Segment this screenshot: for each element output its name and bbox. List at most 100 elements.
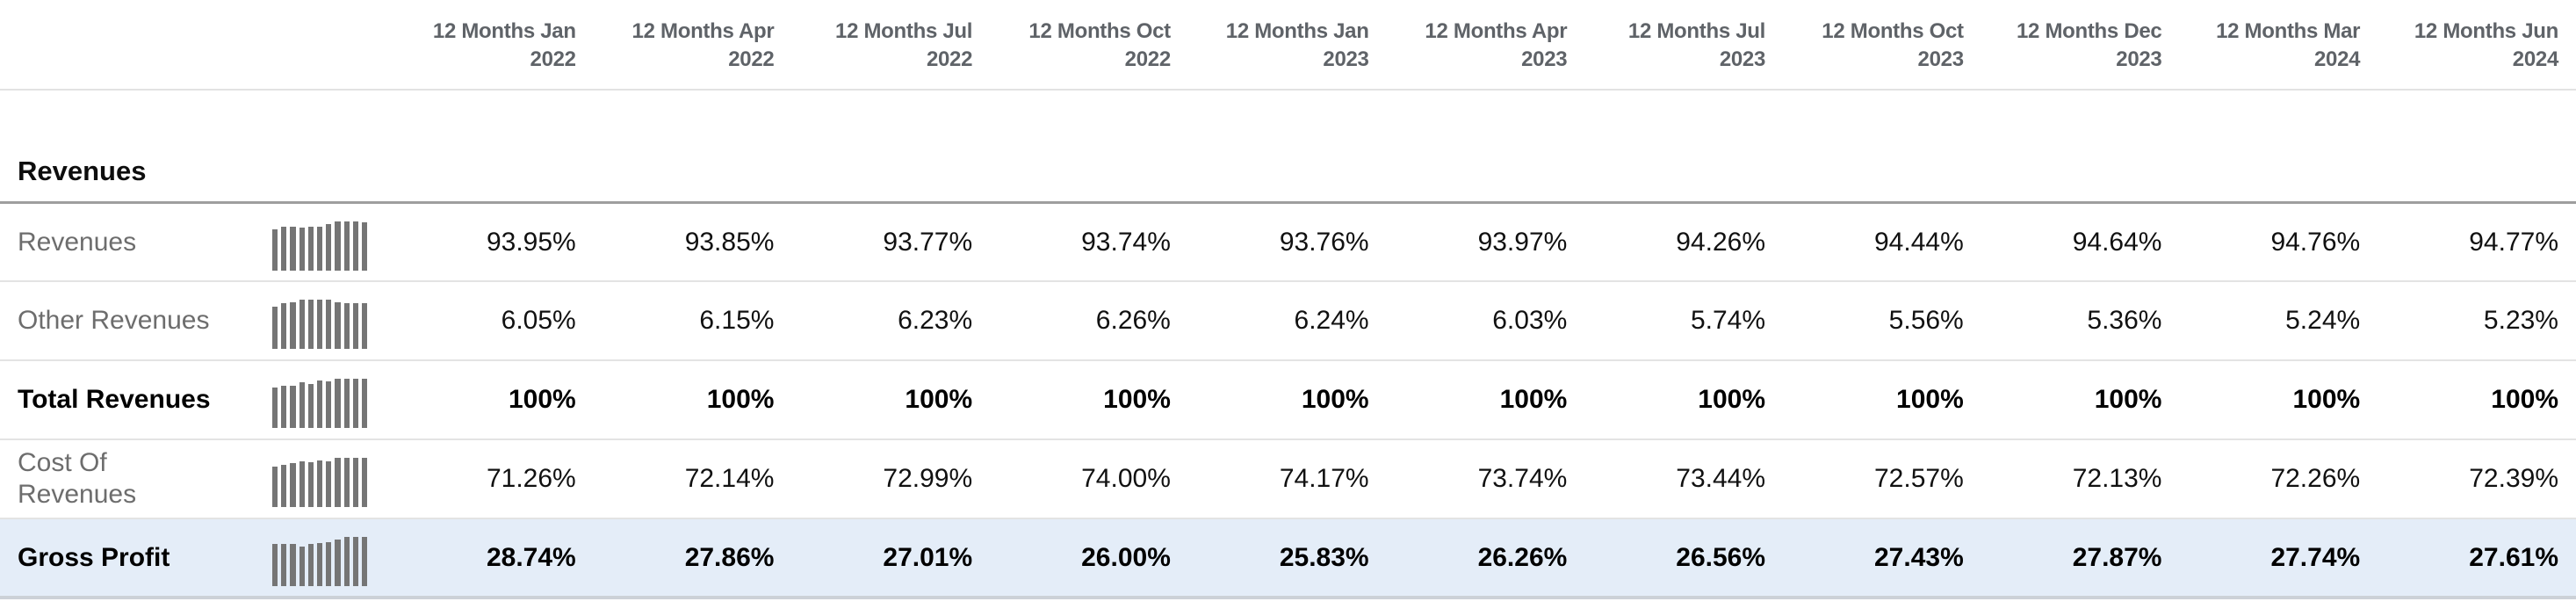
value-cell: 73.74% bbox=[1477, 464, 1568, 494]
sparkline-bar bbox=[281, 465, 287, 508]
sparkline-bar bbox=[272, 388, 278, 429]
period-year: 2022 bbox=[1124, 47, 1172, 72]
period-label: 12 Months Jul bbox=[1627, 19, 1766, 43]
sparkline-bar bbox=[272, 307, 278, 350]
sparkline-bar bbox=[299, 382, 305, 429]
value-cell: 94.64% bbox=[2072, 227, 2162, 257]
period-label: 12 Months Jun bbox=[2414, 19, 2558, 43]
period-year: 2023 bbox=[1521, 47, 1568, 72]
sparkline-bar bbox=[326, 461, 332, 508]
value-cell: 5.74% bbox=[1690, 306, 1766, 336]
sparkline-bar bbox=[307, 300, 314, 350]
sparkline-bar bbox=[326, 300, 332, 350]
value-cell: 25.83% bbox=[1279, 542, 1369, 572]
period-column-header: 12 Months Jul 2022 bbox=[791, 0, 991, 91]
sparkline-bar bbox=[361, 221, 368, 271]
trend-sparkline[interactable] bbox=[272, 458, 368, 508]
sparkline-bar bbox=[290, 302, 296, 350]
period-year: 2023 bbox=[1917, 47, 1965, 72]
value-cell: 100% bbox=[1698, 385, 1766, 415]
period-column-header: 12 Months Jun 2024 bbox=[2378, 0, 2576, 91]
table-row-total-revenues[interactable]: Total Revenues 100% 100% 100% 100% 100% 100% 10… bbox=[0, 360, 2576, 439]
sparkline-bar bbox=[335, 539, 341, 586]
period-year: 2022 bbox=[728, 47, 775, 72]
period-label: 12 Months Oct bbox=[1822, 19, 1964, 43]
value-cell: 71.26% bbox=[486, 464, 576, 494]
period-year: 2023 bbox=[2116, 47, 2162, 72]
sparkline-bar bbox=[361, 536, 368, 586]
sparkline-header-spacer bbox=[220, 0, 395, 91]
period-column-header: 12 Months Apr 2023 bbox=[1386, 0, 1585, 91]
period-column-header: 12 Months Dec 2023 bbox=[1981, 0, 2180, 91]
value-cell: 72.14% bbox=[684, 464, 775, 494]
sparkline-bar bbox=[290, 463, 296, 508]
period-column-header: 12 Months Apr 2022 bbox=[593, 0, 792, 91]
sparkline-bar bbox=[272, 467, 278, 508]
table-row-other-revenues[interactable]: Other Revenues 6.05% 6.15% 6.23% 6.26% 6.24% 6… bbox=[0, 281, 2576, 360]
sparkline-bar bbox=[290, 543, 296, 586]
trend-sparkline[interactable] bbox=[272, 536, 368, 586]
value-cell: 6.26% bbox=[1095, 306, 1171, 336]
value-cell: 100% bbox=[508, 385, 576, 415]
period-label: 12 Months Jul bbox=[835, 19, 973, 43]
sparkline-bar bbox=[352, 303, 358, 350]
value-cell: 72.57% bbox=[1874, 464, 1964, 494]
value-cell: 100% bbox=[2292, 385, 2361, 415]
sparkline-bar bbox=[343, 303, 350, 350]
period-year: 2024 bbox=[2512, 47, 2559, 72]
table-row-cost-of-revenues[interactable]: Cost Of Revenues 71.26% 72.14% 72.99% 74.00%… bbox=[0, 439, 2576, 518]
sparkline-bar bbox=[316, 300, 323, 350]
value-cell: 6.05% bbox=[501, 306, 576, 336]
period-label: 12 Months Apr bbox=[1425, 19, 1568, 43]
value-cell: 93.95% bbox=[486, 227, 576, 257]
value-cell: 26.00% bbox=[1081, 542, 1171, 572]
sparkline-bar bbox=[299, 546, 305, 586]
period-column-header: 12 Months Jan 2023 bbox=[1187, 0, 1387, 91]
sparkline-bar bbox=[335, 379, 341, 429]
table-row-revenues[interactable]: Revenues 93.95% 93.85% 93.77% 93.74% 93.76% 93… bbox=[0, 202, 2576, 281]
period-column-header: 12 Months Jul 2023 bbox=[1584, 0, 1784, 91]
period-year: 2024 bbox=[2313, 47, 2361, 72]
sparkline-bar bbox=[299, 227, 305, 271]
sparkline-bar bbox=[299, 461, 305, 508]
value-cell: 5.23% bbox=[2483, 306, 2558, 336]
sparkline-bar bbox=[352, 221, 358, 271]
value-cell: 93.77% bbox=[883, 227, 973, 257]
sparkline-cell bbox=[220, 360, 395, 439]
period-year: 2022 bbox=[530, 47, 577, 72]
trend-sparkline[interactable] bbox=[272, 300, 368, 350]
sparkline-bar bbox=[361, 458, 368, 508]
sparkline-bar bbox=[352, 458, 358, 508]
common-size-statement-table: 12 Months Jan 2022 12 Months Apr 2022 12 Mon… bbox=[0, 0, 2576, 600]
period-header-row: 12 Months Jan 2022 12 Months Apr 2022 12 Mon… bbox=[0, 0, 2576, 91]
section-cell: Revenues bbox=[0, 89, 2576, 204]
sparkline-bar bbox=[272, 543, 278, 586]
period-label: 12 Months Jan bbox=[432, 19, 576, 43]
sparkline-bar bbox=[326, 541, 332, 586]
value-cell: 6.24% bbox=[1294, 306, 1369, 336]
value-cell: 94.44% bbox=[1874, 227, 1964, 257]
sparkline-bar bbox=[290, 226, 296, 271]
trend-sparkline[interactable] bbox=[272, 379, 368, 429]
sparkline-bar bbox=[352, 536, 358, 586]
value-cell: 72.26% bbox=[2270, 464, 2361, 494]
table-row-gross-profit[interactable]: Gross Profit 28.74% 27.86% 27.01% 26.00% 25.8… bbox=[0, 518, 2576, 598]
trend-sparkline[interactable] bbox=[272, 221, 368, 271]
sparkline-bar bbox=[281, 226, 287, 271]
sparkline-bar bbox=[343, 221, 350, 271]
sparkline-cell bbox=[220, 439, 395, 518]
value-cell: 26.56% bbox=[1676, 542, 1766, 572]
sparkline-bar bbox=[307, 543, 314, 586]
section-row-revenues: Revenues bbox=[0, 89, 2576, 204]
value-cell: 94.26% bbox=[1676, 227, 1766, 257]
sparkline-bar bbox=[281, 543, 287, 586]
section-title: Revenues bbox=[18, 155, 147, 186]
value-cell: 100% bbox=[2094, 385, 2162, 415]
period-label: 12 Months Apr bbox=[631, 19, 775, 43]
row-label-header-spacer bbox=[0, 0, 220, 91]
value-cell: 100% bbox=[706, 385, 775, 415]
value-cell: 100% bbox=[905, 385, 973, 415]
value-cell: 6.15% bbox=[699, 306, 775, 336]
sparkline-bar bbox=[326, 223, 332, 271]
